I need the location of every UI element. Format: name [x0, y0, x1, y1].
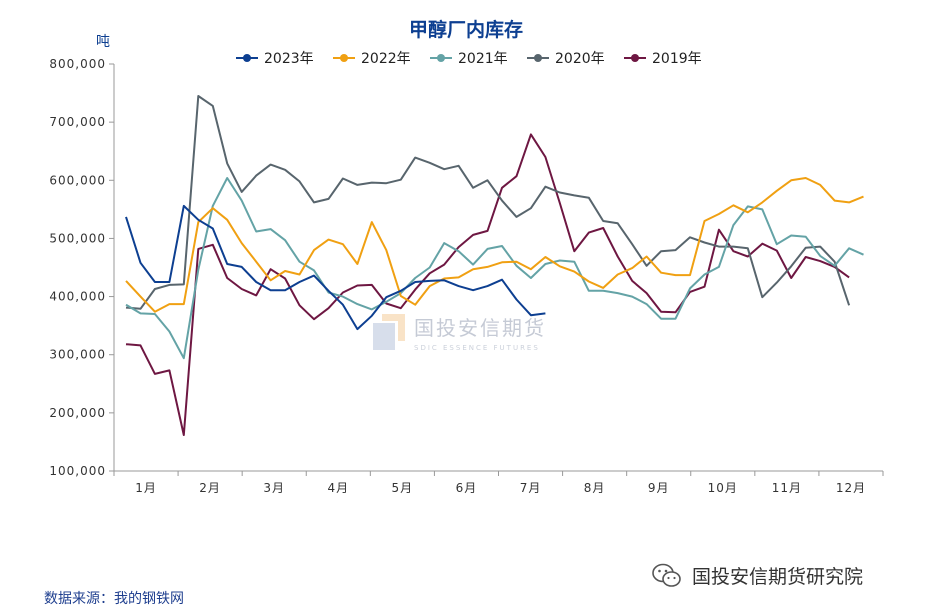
- x-axis: 1月 2月 3月 4月 5月 6月 7月 8月 9月 10月 11月 12月: [113, 470, 884, 495]
- x-tick-label: 1月: [135, 481, 157, 495]
- x-tick-label: 7月: [520, 481, 542, 495]
- y-tick-label: 100,000: [49, 464, 106, 478]
- legend-marker: [631, 54, 639, 62]
- x-tick-label: 11月: [772, 481, 802, 495]
- legend-item: 2021年: [430, 51, 508, 67]
- data-source: 数据来源：我的钢铁网: [44, 591, 184, 607]
- x-tick-label: 12月: [836, 481, 866, 495]
- y-tick-label: 700,000: [49, 115, 106, 129]
- y-axis-unit: 吨: [96, 34, 110, 50]
- brand-text: 国投安信期货研究院: [692, 566, 864, 588]
- company-logo-icon: [373, 314, 405, 350]
- x-tick-label: 9月: [648, 481, 670, 495]
- series-line: [125, 204, 546, 331]
- legend-label: 2021年: [458, 51, 508, 67]
- series-line: [125, 177, 864, 360]
- legend-marker: [340, 54, 348, 62]
- series-line: [125, 133, 850, 436]
- x-tick-label: 5月: [392, 481, 414, 495]
- series-lines: [125, 95, 864, 436]
- x-tick-label: 10月: [708, 481, 738, 495]
- legend-item: 2020年: [527, 51, 605, 67]
- legend-label: 2023年: [264, 51, 314, 67]
- watermark: 国投安信期货 SDIC ESSENCE FUTURES: [372, 312, 546, 352]
- x-tick-label: 6月: [456, 481, 478, 495]
- legend-label: 2020年: [555, 51, 605, 67]
- series-line: [125, 177, 864, 313]
- watermark-main: 国投安信期货: [414, 316, 546, 340]
- x-tick-label: 8月: [584, 481, 606, 495]
- y-tick-label: 200,000: [49, 406, 106, 420]
- brand-signature: 国投安信期货研究院: [652, 562, 863, 589]
- legend-item: 2019年: [624, 51, 702, 67]
- legend-item: 2023年: [236, 51, 314, 67]
- x-tick-label: 4月: [327, 481, 349, 495]
- x-tick-label: 2月: [199, 481, 221, 495]
- y-tick-label: 300,000: [49, 348, 106, 362]
- y-tick-label: 800,000: [49, 57, 106, 71]
- y-tick-label: 400,000: [49, 290, 106, 304]
- watermark-sub: SDIC ESSENCE FUTURES: [414, 344, 540, 352]
- series-line: [125, 95, 851, 310]
- legend: 2023年 2022年 2021年 2020年 2019年: [236, 51, 702, 67]
- y-tick-label: 500,000: [49, 231, 106, 245]
- legend-marker: [243, 54, 251, 62]
- y-axis: 100,000 200,000 300,000 400,000 500,000 600,0…: [49, 57, 115, 478]
- legend-label: 2022年: [361, 51, 411, 67]
- y-tick-label: 600,000: [49, 173, 106, 187]
- legend-label: 2019年: [652, 51, 702, 67]
- x-tick-label: 3月: [263, 481, 285, 495]
- wechat-icon: [652, 563, 681, 587]
- chart-title: 甲醇厂内库存: [409, 18, 523, 41]
- legend-item: 2022年: [333, 51, 411, 67]
- legend-marker: [534, 54, 542, 62]
- legend-marker: [437, 54, 445, 62]
